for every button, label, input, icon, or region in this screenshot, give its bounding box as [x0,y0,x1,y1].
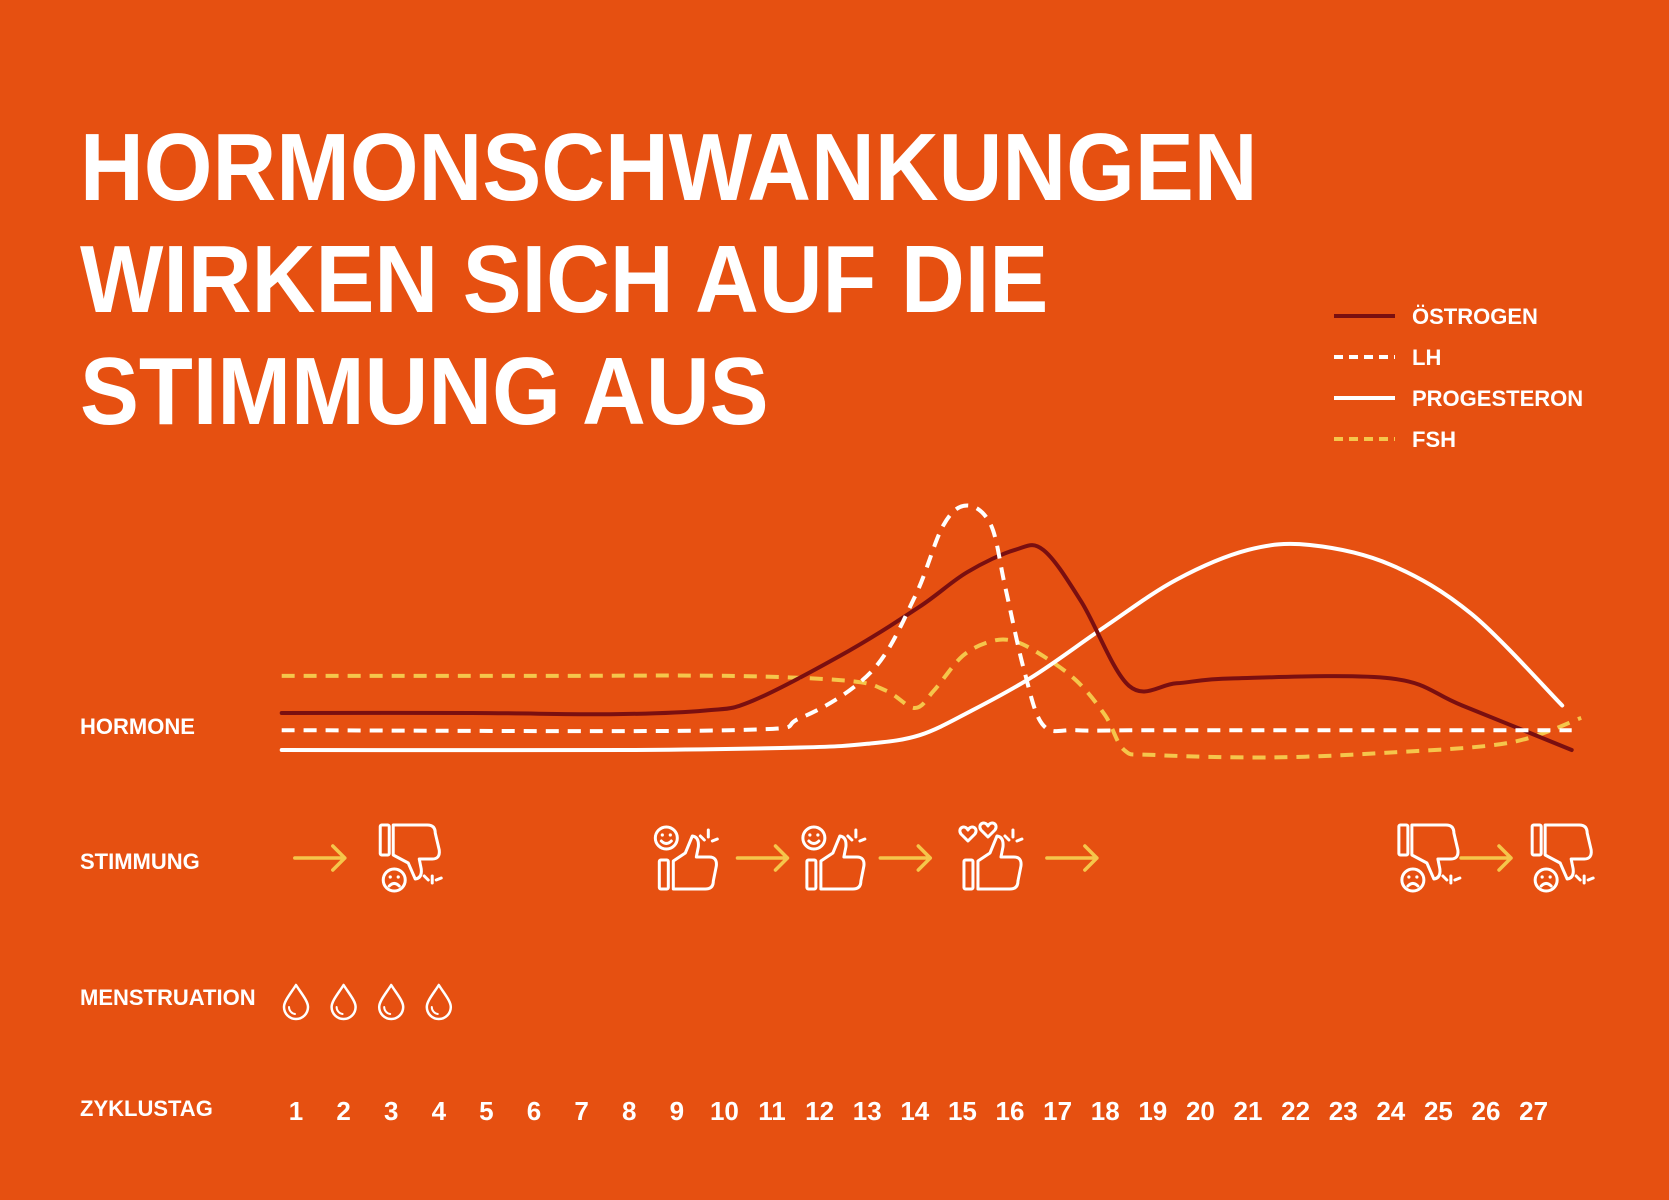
row-label-menstruation: MENSTRUATION [80,985,256,1010]
tick-label-day-5: 5 [479,1096,493,1126]
mood-arrow-icon [293,844,347,872]
tick-label-day-25: 25 [1424,1096,1453,1126]
blood-drop-icon [377,983,405,1021]
title-line-2: WIRKEN SICH AUF DIE [80,226,1049,333]
mood-arrow-icon [1459,844,1513,872]
tick-label-day-7: 7 [574,1096,588,1126]
mood-arrow-icon [735,844,790,872]
thumbs-up-hearts-icon [958,821,1024,891]
tick-label-day-14: 14 [900,1096,929,1126]
chart-title: HORMONSCHWANKUNGEN WIRKEN SICH AUF DIE S… [80,112,1258,448]
tick-label-day-4: 4 [432,1096,447,1126]
thumbs-down-sad-face-icon [378,823,443,893]
tick-label-day-27: 27 [1519,1096,1548,1126]
thumbs-down-sad-face-icon [1530,823,1595,893]
tick-label-day-18: 18 [1091,1096,1120,1126]
tick-label-day-3: 3 [384,1096,398,1126]
tick-label-day-20: 20 [1186,1096,1215,1126]
tick-label-day-22: 22 [1281,1096,1310,1126]
title-line-1: HORMONSCHWANKUNGEN [80,114,1258,221]
title-line-3: STIMMUNG AUS [80,338,769,445]
legend-fsh-label: FSH [1412,427,1456,452]
row-label-zyklustag: ZYKLUSTAG [80,1096,213,1121]
mood-arrow-icon [878,844,933,872]
tick-label-day-2: 2 [336,1096,350,1126]
blood-drop-icon [330,983,357,1021]
thumbs-up-smile-face-icon [801,825,867,891]
x-axis-ticks: 1 2 3 4 5 6 7 8 9 10 11 12 13 14 15 16 17 18 19 20 21 22 23 24 2… [289,1096,1548,1126]
series-lines [279,503,1582,760]
thumbs-down-sad-face-icon [1397,823,1462,893]
tick-label-day-10: 10 [710,1096,739,1126]
tick-label-day-9: 9 [670,1096,684,1126]
legend-lh-label: LH [1412,345,1441,370]
tick-label-day-1: 1 [289,1096,303,1126]
tick-label-day-21: 21 [1234,1096,1263,1126]
tick-label-day-17: 17 [1043,1096,1072,1126]
legend-progesteron-label: PROGESTERON [1412,386,1583,411]
legend-oestrogen-label: ÖSTROGEN [1412,304,1538,329]
blood-drop-icon [425,983,453,1021]
mood-row [293,821,1595,893]
mood-arrow-icon [1045,844,1099,872]
tick-label-day-26: 26 [1472,1096,1501,1126]
series-line-fsh [281,637,1582,760]
menstruation-row [282,983,453,1021]
series-line-oestrogen [279,543,1574,752]
tick-label-day-16: 16 [996,1096,1025,1126]
blood-drop-icon [282,983,310,1021]
row-label-hormone: HORMONE [80,714,195,739]
tick-label-day-11: 11 [758,1096,786,1126]
tick-label-day-12: 12 [805,1096,834,1126]
series-line-lh [281,503,1572,734]
tick-label-day-13: 13 [853,1096,882,1126]
series-line-progesteron [279,541,1565,753]
tick-label-day-24: 24 [1376,1096,1405,1126]
tick-label-day-6: 6 [527,1096,541,1126]
tick-label-day-19: 19 [1138,1096,1167,1126]
tick-label-day-23: 23 [1329,1096,1358,1126]
thumbs-up-smile-face-icon [653,825,719,891]
tick-label-day-8: 8 [622,1096,636,1126]
tick-label-day-15: 15 [948,1096,977,1126]
legend: ÖSTROGEN LH PROGESTERON FSH [1334,304,1583,452]
row-label-stimmung: STIMMUNG [80,849,200,874]
